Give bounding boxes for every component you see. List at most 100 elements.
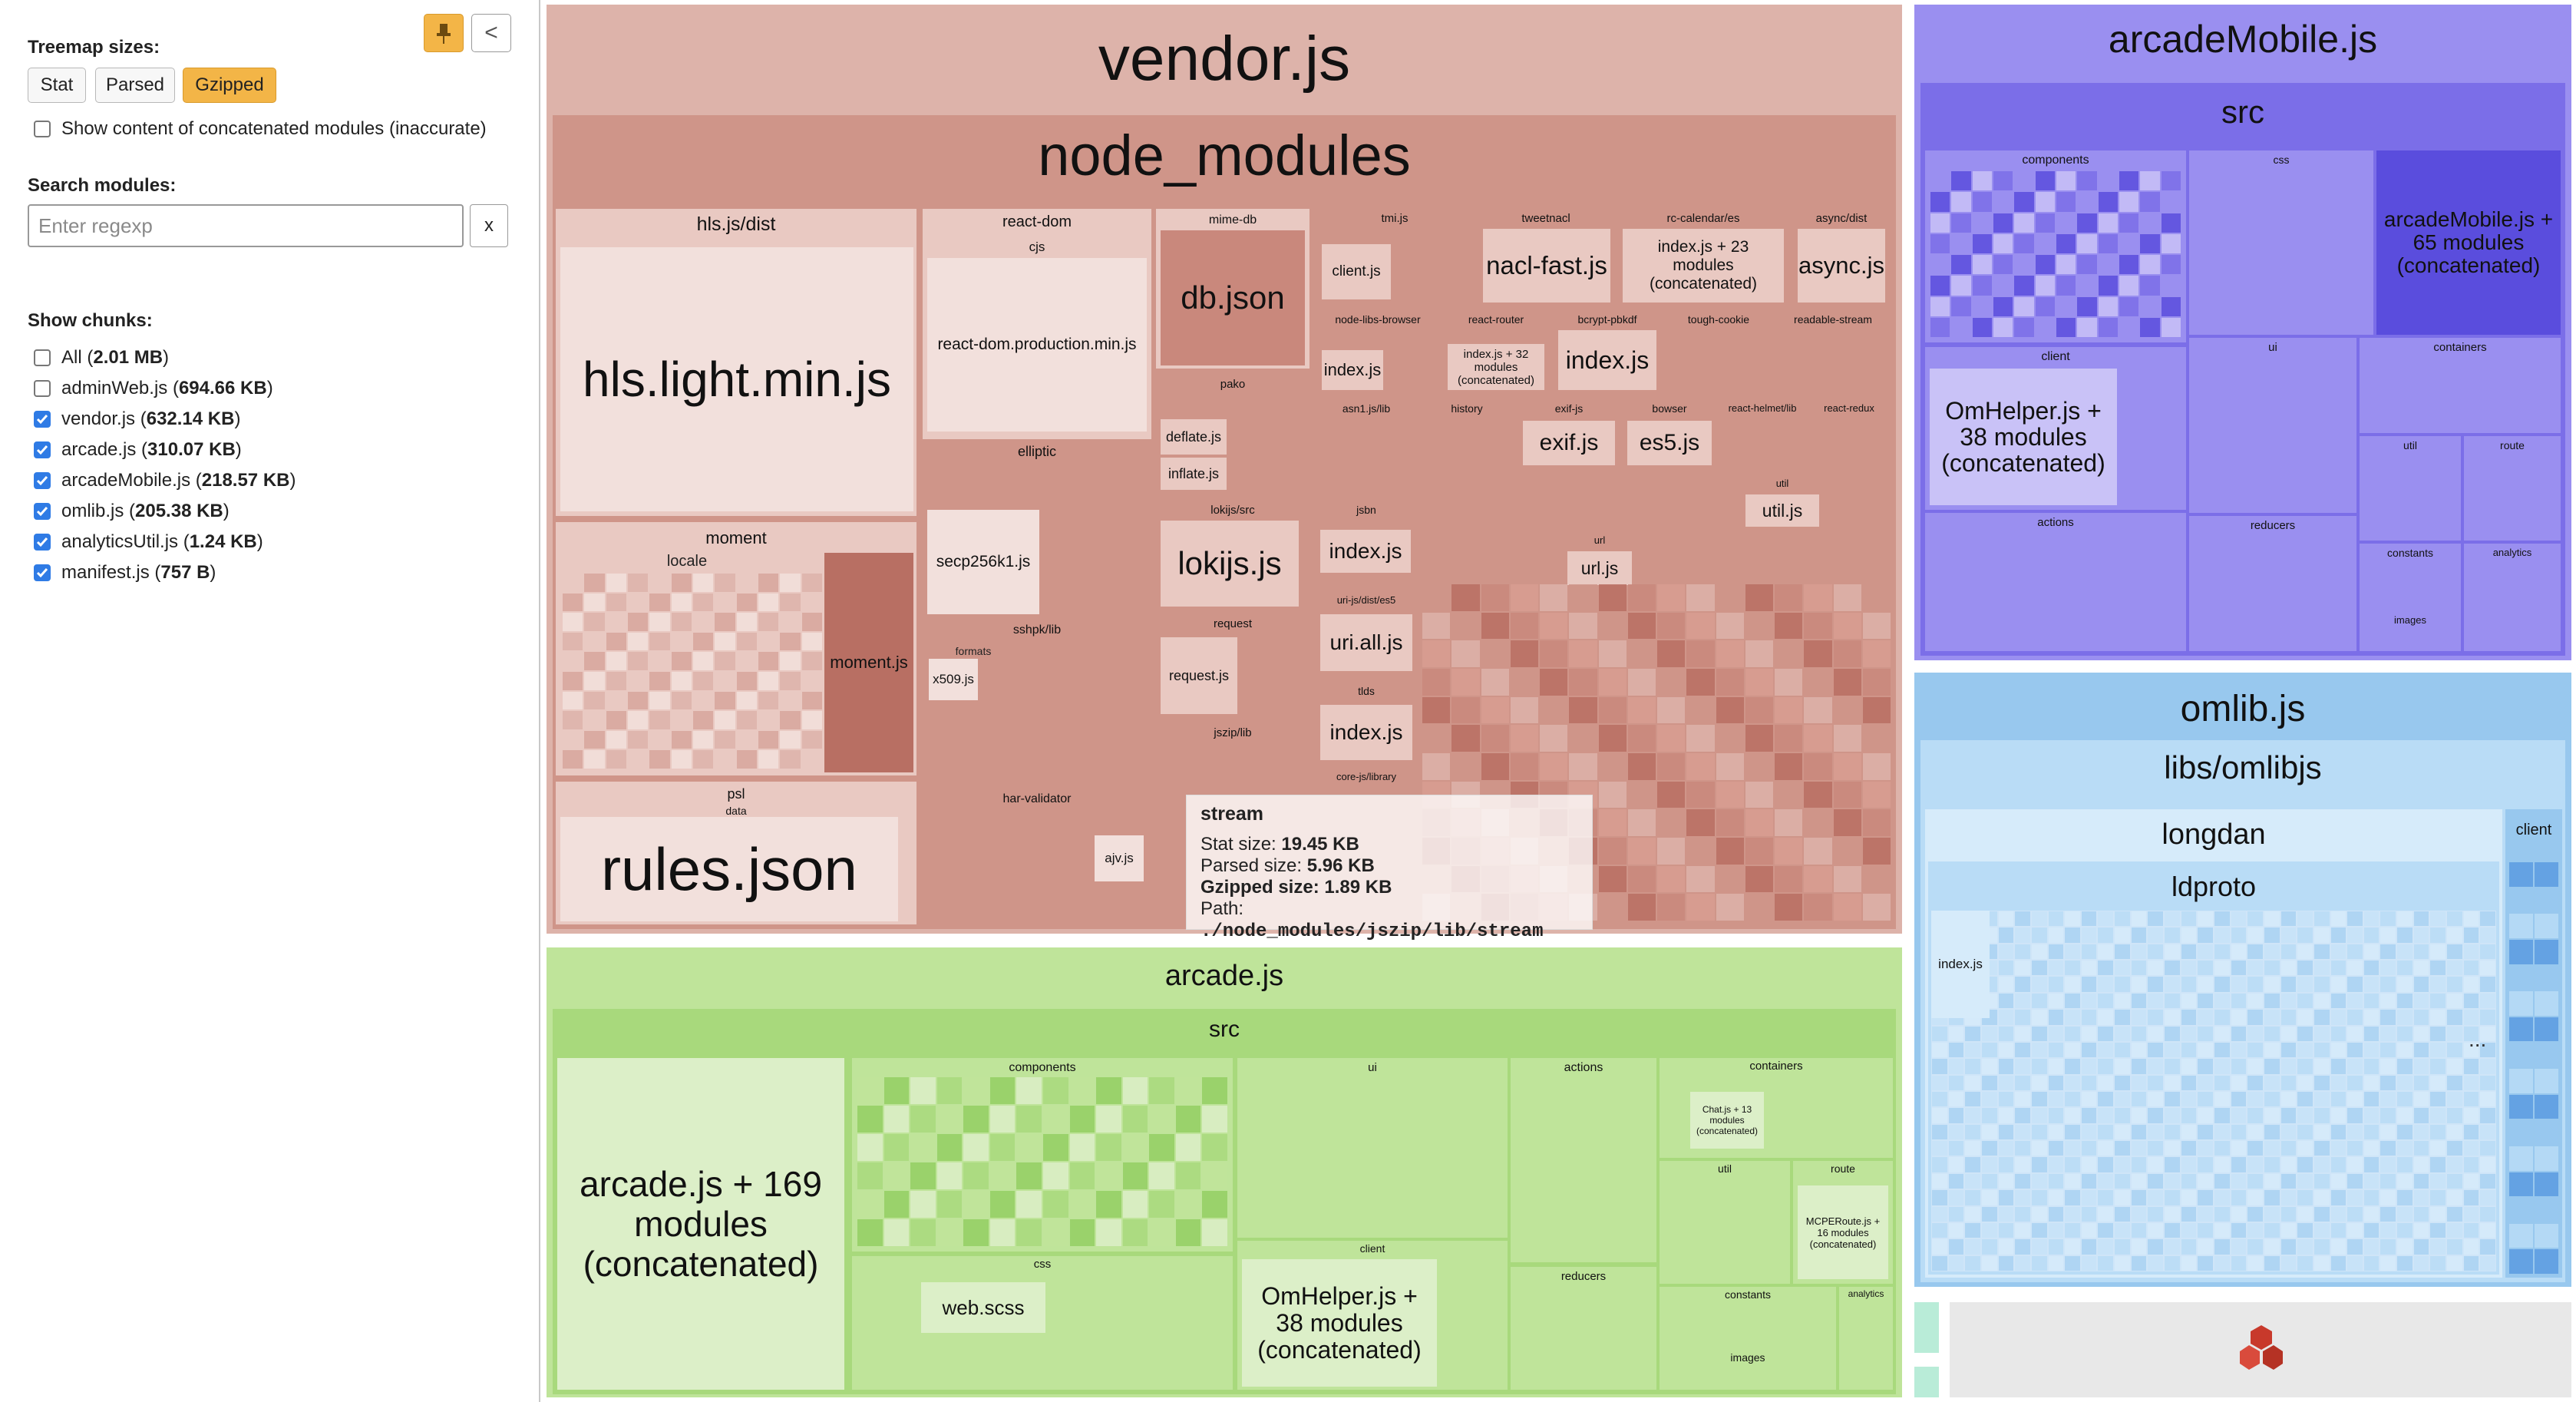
module-cell[interactable]: [1510, 584, 1538, 611]
module-cell[interactable]: [2330, 977, 2346, 992]
module-cell[interactable]: [2280, 1075, 2297, 1090]
module-cell[interactable]: [2247, 1124, 2263, 1140]
module-cell[interactable]: [963, 1162, 989, 1189]
module-cell[interactable]: [2161, 255, 2181, 275]
module-cell[interactable]: [1716, 584, 1744, 611]
module-cell[interactable]: [715, 672, 735, 690]
search-input[interactable]: [28, 204, 464, 247]
module-cell[interactable]: [2081, 1206, 2097, 1222]
module-cell[interactable]: [2413, 1010, 2429, 1025]
module-cell[interactable]: [2330, 1157, 2346, 1172]
module-cell[interactable]: [1948, 1222, 1964, 1238]
chunk-row[interactable]: arcade.js (310.07 KB): [34, 439, 242, 461]
module-cell[interactable]: [1686, 838, 1715, 865]
module-cell[interactable]: [2363, 1124, 2379, 1140]
module-cell[interactable]: [584, 750, 605, 769]
module-cell[interactable]: [2413, 1222, 2429, 1238]
module-cell[interactable]: [2198, 1026, 2213, 1041]
module-cell[interactable]: [1951, 276, 1971, 296]
module-cell[interactable]: [1965, 1206, 1980, 1222]
module-cell[interactable]: [2231, 1157, 2247, 1172]
module-cell[interactable]: [2463, 1026, 2479, 1041]
module-cell[interactable]: [1775, 640, 1803, 667]
module-cell[interactable]: [2363, 944, 2379, 960]
module-cell[interactable]: [780, 711, 801, 729]
manifest-chunk[interactable]: [1914, 1367, 1939, 1397]
module-cell[interactable]: [2081, 1222, 2097, 1238]
module-cell[interactable]: [2330, 1042, 2346, 1058]
module-cell[interactable]: [2397, 1075, 2413, 1090]
module-cell[interactable]: [1965, 1239, 1980, 1255]
module-cell[interactable]: [2015, 1222, 2030, 1238]
module-cell[interactable]: [2247, 1108, 2263, 1123]
module-cell[interactable]: [2480, 993, 2495, 1009]
module-cell[interactable]: [649, 711, 670, 729]
module-cell[interactable]: [1096, 1162, 1121, 1189]
ajv-tile[interactable]: ajv.js: [1095, 835, 1144, 881]
module-cell[interactable]: [2131, 944, 2147, 960]
module-cell[interactable]: [1745, 838, 1773, 865]
module-cell[interactable]: [736, 613, 757, 631]
module-cell[interactable]: [1993, 276, 2013, 296]
module-cell[interactable]: [2447, 1026, 2462, 1041]
module-cell[interactable]: [2081, 1124, 2097, 1140]
module-cell[interactable]: [801, 593, 822, 612]
module-cell[interactable]: [736, 730, 757, 749]
module-cell[interactable]: [2380, 1157, 2396, 1172]
module-cell[interactable]: [1981, 1141, 1997, 1156]
module-cell[interactable]: [2264, 1206, 2280, 1222]
module-cell[interactable]: [584, 691, 605, 710]
size-parsed-button[interactable]: Parsed: [95, 68, 175, 103]
module-cell[interactable]: [2065, 1173, 2080, 1189]
module-cell[interactable]: [1627, 753, 1656, 780]
module-cell[interactable]: [1951, 317, 1971, 337]
module-cell[interactable]: [2231, 1042, 2247, 1058]
module-cell[interactable]: [2297, 1124, 2313, 1140]
module-cell[interactable]: [2463, 1042, 2479, 1058]
module-cell[interactable]: [2081, 1157, 2097, 1172]
module-cell[interactable]: [2161, 233, 2181, 253]
module-cell[interactable]: [1833, 669, 1861, 696]
module-cell[interactable]: [2131, 1222, 2147, 1238]
module-cell[interactable]: [2231, 961, 2247, 976]
module-cell[interactable]: [2098, 1075, 2114, 1090]
module-cell[interactable]: [2035, 255, 2055, 275]
module-cell[interactable]: [2313, 1173, 2330, 1189]
module-cell[interactable]: [2535, 888, 2558, 913]
module-cell[interactable]: [2264, 1173, 2280, 1189]
module-cell[interactable]: [628, 672, 649, 690]
module-cell[interactable]: [2165, 1141, 2180, 1156]
chunk-checkbox[interactable]: [34, 349, 51, 366]
module-cell[interactable]: [2065, 1059, 2080, 1074]
module-cell[interactable]: [2081, 1173, 2097, 1189]
module-cell[interactable]: [2247, 1059, 2263, 1074]
module-cell[interactable]: [2081, 1239, 2097, 1255]
module-cell[interactable]: [2098, 171, 2118, 191]
module-cell[interactable]: [1833, 725, 1861, 752]
concatenated-checkbox[interactable]: [34, 121, 51, 137]
module-cell[interactable]: [2098, 1124, 2114, 1140]
module-cell[interactable]: [2463, 1173, 2479, 1189]
module-cell[interactable]: [1627, 584, 1656, 611]
tough-cookie-tile[interactable]: tough-cookie: [1666, 310, 1772, 395]
module-cell[interactable]: [2231, 928, 2247, 943]
module-cell[interactable]: [1686, 781, 1715, 808]
module-cell[interactable]: [2380, 911, 2396, 927]
module-cell[interactable]: [2048, 961, 2064, 976]
module-cell[interactable]: [780, 613, 801, 631]
module-cell[interactable]: [2463, 1075, 2479, 1090]
module-cell[interactable]: [2140, 255, 2160, 275]
module-cell[interactable]: [693, 750, 714, 769]
module-cell[interactable]: [2031, 944, 2047, 960]
module-cell[interactable]: [2447, 993, 2462, 1009]
module-cell[interactable]: [693, 613, 714, 631]
module-cell[interactable]: [1043, 1106, 1068, 1133]
module-cell[interactable]: [2031, 911, 2047, 927]
module-cell[interactable]: [2048, 1239, 2064, 1255]
arcade-chat-tile[interactable]: Chat.js + 13 modules (concatenated): [1690, 1092, 1764, 1149]
module-cell[interactable]: [1745, 865, 1773, 893]
module-cell[interactable]: [2048, 1222, 2064, 1238]
module-cell[interactable]: [563, 652, 583, 670]
module-cell[interactable]: [2413, 961, 2429, 976]
module-cell[interactable]: [693, 652, 714, 670]
